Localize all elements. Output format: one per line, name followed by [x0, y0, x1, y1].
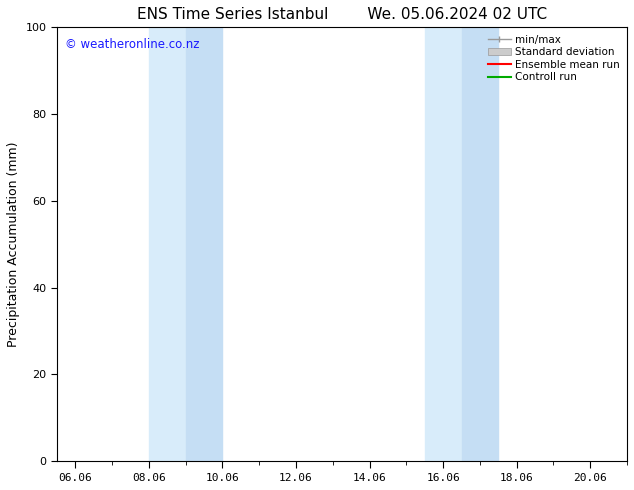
Bar	[186, 27, 223, 461]
Bar	[425, 27, 462, 461]
Bar	[462, 27, 498, 461]
Y-axis label: Precipitation Accumulation (mm): Precipitation Accumulation (mm)	[7, 142, 20, 347]
Bar	[149, 27, 186, 461]
Text: © weatheronline.co.nz: © weatheronline.co.nz	[65, 38, 200, 51]
Title: ENS Time Series Istanbul        We. 05.06.2024 02 UTC: ENS Time Series Istanbul We. 05.06.2024 …	[137, 7, 547, 22]
Legend: min/max, Standard deviation, Ensemble mean run, Controll run: min/max, Standard deviation, Ensemble me…	[484, 30, 624, 87]
